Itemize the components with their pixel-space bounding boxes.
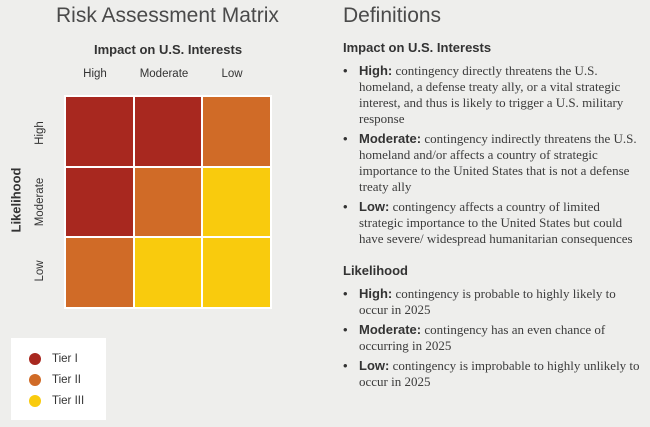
cell-high-likelihood-high-impact (66, 97, 133, 166)
definition-text: contingency directly threatens the U.S. … (359, 63, 624, 126)
tier-3-dot-icon (29, 394, 41, 407)
likelihood-definitions-list: High: contingency is probable to highly … (343, 286, 643, 390)
cell-moderate-likelihood-moderate-impact (134, 167, 202, 237)
definition-text: contingency is improbable to highly unli… (359, 358, 640, 389)
impact-definitions-heading: Impact on U.S. Interests (343, 40, 492, 55)
cell-high-likelihood-low-impact (203, 97, 270, 166)
definition-term: Low: (359, 358, 390, 373)
risk-matrix-grid (64, 95, 272, 309)
likelihood-definitions-heading: Likelihood (343, 263, 408, 278)
column-label-low: Low (221, 68, 243, 80)
definition-text: contingency has an even chance of occurr… (359, 322, 606, 353)
definitions-title: Definitions (343, 4, 442, 27)
cell-low-likelihood-moderate-impact (134, 238, 202, 307)
legend-label-tier-1: Tier I (52, 352, 78, 365)
cell-moderate-likelihood-low-impact (203, 167, 270, 237)
impact-definition-moderate: Moderate: contingency indirectly threate… (343, 131, 643, 195)
impact-definitions-list: High: contingency directly threatens the… (343, 63, 643, 247)
definition-term: Moderate: (359, 322, 422, 337)
definition-term: High: (359, 286, 393, 301)
likelihood-definitions-section: Likelihood High: contingency is probable… (343, 263, 643, 390)
legend-label-tier-3: Tier III (52, 394, 85, 407)
impact-definition-high: High: contingency directly threatens the… (343, 63, 643, 127)
likelihood-definition-high: High: contingency is probable to highly … (343, 286, 643, 318)
row-label-moderate-text: Moderate (34, 177, 46, 227)
row-label-high-text: High (34, 121, 46, 145)
impact-axis-title: Impact on U.S. Interests (93, 42, 243, 57)
legend-item-tier-1: Tier I (29, 348, 106, 369)
column-label-high: High (83, 68, 107, 80)
cell-low-likelihood-high-impact (66, 238, 133, 307)
likelihood-definition-moderate: Moderate: contingency has an even chance… (343, 322, 643, 354)
column-label-moderate: Moderate (139, 68, 189, 80)
impact-definitions-section: Impact on U.S. Interests High: contingen… (343, 40, 643, 247)
definition-term: Low: (359, 199, 390, 214)
cell-high-likelihood-moderate-impact (134, 97, 202, 166)
row-label-low-text: Low (34, 260, 46, 282)
matrix-title: Risk Assessment Matrix (56, 4, 279, 27)
legend-label-tier-2: Tier II (52, 373, 81, 386)
legend-item-tier-3: Tier III (29, 390, 106, 411)
definitions-panel: Impact on U.S. Interests High: contingen… (343, 40, 643, 394)
legend-item-tier-2: Tier II (29, 369, 106, 390)
tier-2-dot-icon (29, 373, 41, 386)
definition-text: contingency affects a country of limited… (359, 199, 633, 246)
definition-text: contingency is probable to highly likely… (359, 286, 616, 317)
definition-term: High: (359, 63, 393, 78)
definition-term: Moderate: (359, 131, 422, 146)
tier-1-dot-icon (29, 352, 41, 365)
impact-definition-low: Low: contingency affects a country of li… (343, 199, 643, 247)
definition-text: contingency indirectly threatens the U.S… (359, 131, 637, 194)
likelihood-definition-low: Low: contingency is improbable to highly… (343, 358, 643, 390)
likelihood-axis-title-text: Likelihood (8, 167, 24, 233)
tier-legend: Tier I Tier II Tier III (11, 338, 106, 420)
cell-low-likelihood-low-impact (203, 238, 270, 307)
cell-moderate-likelihood-high-impact (66, 167, 133, 237)
